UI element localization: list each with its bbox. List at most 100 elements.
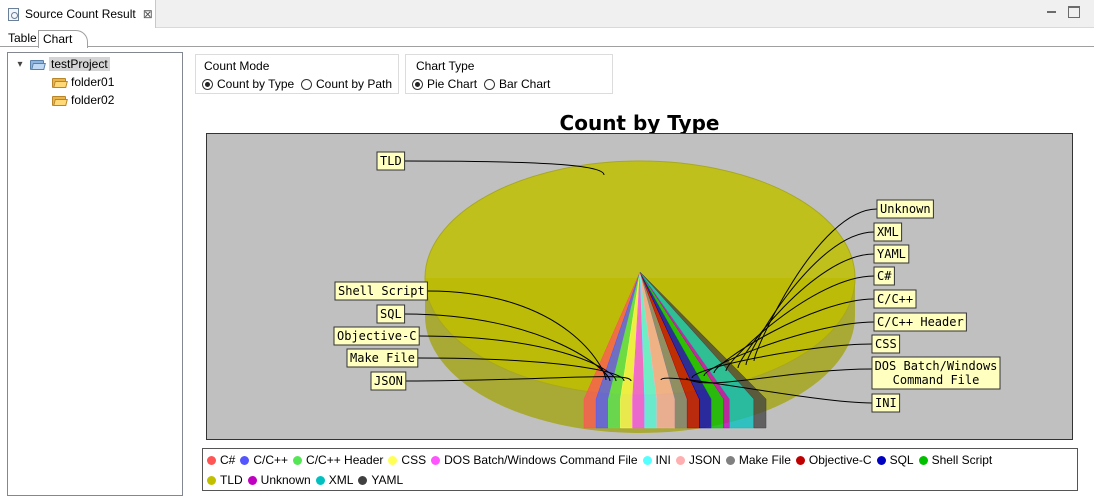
radio-label: Count by Path [316, 77, 393, 91]
tree-item-label: testProject [49, 57, 110, 71]
slice-label-yaml: YAML [737, 244, 910, 369]
pie-chart-plot: TLD Shell Script SQL Objective-C Make File JS… [206, 133, 1073, 440]
legend-swatch-icon [675, 455, 685, 465]
legend-swatch-icon [725, 455, 735, 465]
tab-table[interactable]: Table [8, 31, 37, 45]
svg-text:Command File: Command File [893, 373, 980, 387]
chevron-down-icon[interactable]: ▾ [17, 58, 23, 70]
legend-label: DOS Batch/Windows Command File [444, 453, 638, 467]
slice-label-unknown: Unknown [753, 199, 934, 362]
radio-count-by-type[interactable]: Count by Type [202, 77, 294, 91]
count-mode-title: Count Mode [204, 59, 270, 73]
svg-text:CSS: CSS [875, 337, 897, 351]
legend-label: Shell Script [931, 453, 993, 467]
legend-label: CSS [401, 453, 427, 467]
legend-label: JSON [688, 453, 721, 467]
result-tabs: Table Chart [0, 28, 1094, 48]
radio-bar-chart[interactable]: Bar Chart [484, 77, 550, 91]
legend-item: Objective-C [795, 453, 872, 467]
legend-label: Objective-C [808, 453, 872, 467]
view-tab-source-count-result[interactable]: Source Count Result ⊠ [0, 0, 156, 28]
legend-swatch-icon [207, 455, 216, 465]
legend-swatch-icon [207, 475, 216, 485]
slice-label-objective-c: Objective-C [333, 326, 617, 382]
legend-swatch-icon [315, 475, 325, 485]
svg-text:JSON: JSON [374, 374, 403, 388]
legend-item: CSS [388, 453, 426, 467]
slice-label-json: JSON [370, 371, 632, 391]
radio-selected-icon [202, 78, 213, 90]
legend-label: C/C++ Header [306, 453, 384, 467]
legend-row: TLD Unknown XML YAML [207, 473, 408, 487]
legend-item: DOS Batch/Windows Command File [431, 453, 638, 467]
legend-swatch-icon [431, 455, 441, 465]
svg-text:C#: C# [877, 269, 892, 283]
legend-label: C# [220, 453, 236, 467]
legend-item: C# [207, 453, 235, 467]
svg-text:TLD: TLD [380, 154, 402, 168]
legend-swatch-icon [795, 455, 805, 465]
svg-text:DOS Batch/Windows: DOS Batch/Windows [875, 359, 998, 373]
folder-icon [52, 77, 68, 88]
legend-label: INI [655, 453, 671, 467]
legend-label: Unknown [260, 473, 311, 487]
slice-label-make-file: Make File [346, 348, 625, 382]
svg-text:C/C++ Header: C/C++ Header [877, 315, 964, 329]
legend-item: SQL [876, 453, 914, 467]
radio-selected-icon [412, 78, 423, 90]
svg-text:Shell Script: Shell Script [338, 284, 425, 298]
legend-swatch-icon [876, 455, 886, 465]
legend-item: Unknown [247, 473, 311, 487]
chart-type-group: Chart Type Pie Chart Bar Chart [405, 54, 613, 94]
chart-legend: C# C/C++ C/C++ Header CSS DOS Batch/Windows … [202, 448, 1078, 491]
radio-unselected-icon [484, 78, 495, 90]
tree-item-folder01[interactable]: folder01 [52, 73, 114, 91]
view-tab-title: Source Count Result [25, 7, 136, 21]
legend-item: XML [315, 473, 353, 487]
tree-item-label: folder01 [71, 75, 115, 89]
tree-item-project[interactable]: ▾ testProject [14, 55, 110, 73]
slice-label-tld: TLD [376, 151, 605, 176]
tab-chart[interactable]: Chart [38, 30, 88, 48]
legend-item: INI [642, 453, 671, 467]
chart-title: Count by Type [559, 111, 720, 135]
slice-label-xml: XML [745, 222, 903, 366]
legend-swatch-icon [293, 455, 303, 465]
radio-count-by-path[interactable]: Count by Path [301, 77, 392, 91]
legend-swatch-icon [642, 455, 652, 465]
legend-item: TLD [207, 473, 243, 487]
svg-text:SQL: SQL [380, 307, 402, 321]
radio-label: Bar Chart [499, 77, 551, 91]
legend-item: JSON [675, 453, 721, 467]
legend-item: C/C++ [240, 453, 288, 467]
tree-item-label: folder02 [71, 93, 115, 107]
close-icon[interactable]: ⊠ [142, 7, 153, 21]
maximize-icon[interactable] [1068, 6, 1080, 18]
slice-label-ini: INI [660, 377, 901, 413]
svg-text:INI: INI [875, 396, 897, 410]
legend-label: YAML [371, 473, 404, 487]
legend-item: Shell Script [918, 453, 993, 467]
svg-text:XML: XML [877, 225, 899, 239]
pie-slice-yaml [639, 271, 767, 429]
view-tab-bar: Source Count Result ⊠ [0, 0, 1094, 28]
radio-pie-chart[interactable]: Pie Chart [412, 77, 477, 91]
legend-row: C# C/C++ C/C++ Header CSS DOS Batch/Windows … [207, 453, 997, 467]
legend-label: TLD [220, 473, 243, 487]
slice-label-c-c: C/C++ [713, 289, 917, 374]
radio-label: Pie Chart [427, 77, 478, 91]
tree-item-folder02[interactable]: folder02 [52, 91, 114, 109]
legend-swatch-icon [918, 455, 928, 465]
svg-text:YAML: YAML [877, 247, 906, 261]
legend-item: C/C++ Header [293, 453, 383, 467]
legend-swatch-icon [240, 455, 250, 465]
minimize-icon[interactable] [1046, 6, 1058, 18]
legend-swatch-icon [358, 475, 368, 485]
slice-label-sql: SQL [376, 304, 611, 382]
folder-icon [52, 95, 68, 106]
count-mode-group: Count Mode Count by Type Count by Path [195, 54, 399, 94]
project-tree[interactable]: ▾ testProject folder01 folder02 [7, 52, 183, 496]
legend-swatch-icon [388, 455, 398, 465]
svg-text:Unknown: Unknown [880, 202, 931, 216]
